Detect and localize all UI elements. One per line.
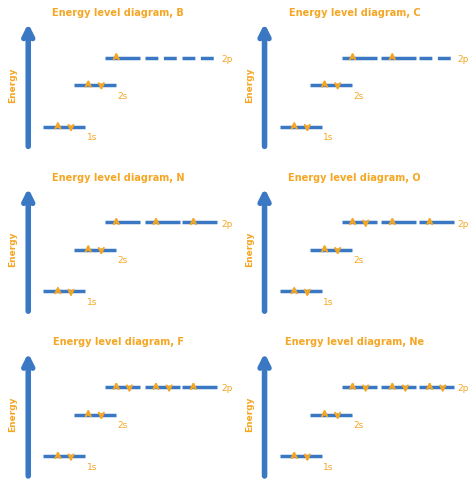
Text: 2s: 2s — [117, 92, 127, 101]
Text: 1s: 1s — [87, 134, 97, 142]
Text: 1s: 1s — [323, 298, 333, 307]
Text: 1s: 1s — [323, 134, 333, 142]
Text: Energy: Energy — [9, 232, 18, 268]
Text: Energy level diagram, O: Energy level diagram, O — [288, 173, 421, 182]
Text: Energy: Energy — [245, 67, 254, 103]
Text: 1s: 1s — [87, 463, 97, 472]
Text: Energy level diagram, Ne: Energy level diagram, Ne — [285, 337, 424, 348]
Text: 2s: 2s — [353, 256, 364, 265]
Text: 1s: 1s — [323, 463, 333, 472]
Text: Energy level diagram, F: Energy level diagram, F — [53, 337, 183, 348]
Text: 2s: 2s — [353, 92, 364, 101]
Text: Energy level diagram, C: Energy level diagram, C — [289, 8, 420, 18]
Text: 2p: 2p — [457, 219, 469, 229]
Text: 2s: 2s — [353, 421, 364, 430]
Text: 2s: 2s — [117, 421, 127, 430]
Text: Energy: Energy — [9, 67, 18, 103]
Text: Energy level diagram, B: Energy level diagram, B — [52, 8, 184, 18]
Text: Energy level diagram, N: Energy level diagram, N — [52, 173, 184, 182]
Text: 2p: 2p — [457, 385, 469, 393]
Text: Energy: Energy — [245, 397, 254, 432]
Text: 1s: 1s — [87, 298, 97, 307]
Text: Energy: Energy — [245, 232, 254, 268]
Text: Energy: Energy — [9, 397, 18, 432]
Text: 2s: 2s — [117, 256, 127, 265]
Text: 2p: 2p — [221, 55, 232, 64]
Text: 2p: 2p — [457, 55, 469, 64]
Text: 2p: 2p — [221, 219, 232, 229]
Text: 2p: 2p — [221, 385, 232, 393]
